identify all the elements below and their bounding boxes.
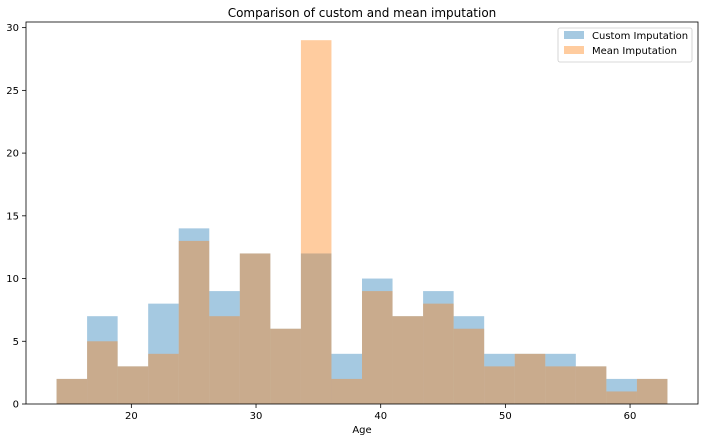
bar-custom-9 (331, 353, 362, 404)
bar-mean-15 (514, 353, 546, 404)
bar-custom-12 (423, 291, 454, 404)
bar-mean-0 (56, 378, 88, 404)
bar-custom-10 (362, 278, 393, 404)
bar-mean-16 (545, 366, 576, 404)
bar-mean-2 (117, 366, 149, 404)
bar-mean-5 (209, 316, 240, 404)
legend: Custom Imputation Mean Imputation (557, 27, 693, 63)
y-tick-label-10: 10 (6, 274, 19, 285)
x-axis-label: Age (352, 425, 371, 436)
bar-custom-16 (545, 353, 576, 404)
y-tick-label-30: 30 (6, 23, 19, 34)
bar-custom-1 (87, 316, 118, 404)
bar-mean-19 (636, 378, 668, 404)
chart-title: Comparison of custom and mean imputation (228, 6, 497, 20)
y-tick-label-25: 25 (6, 86, 19, 97)
y-axis: 0 5 10 15 20 25 30 (6, 23, 26, 411)
bar-custom-18 (606, 378, 637, 404)
bar-custom-13 (453, 316, 485, 404)
bar-mean-13 (453, 328, 485, 404)
bar-custom-4 (178, 228, 210, 404)
legend-box (557, 27, 693, 63)
bar-custom-5 (209, 291, 240, 404)
bar-mean-12 (423, 303, 454, 404)
bar-mean-17 (575, 366, 607, 404)
x-tick-label-30: 30 (250, 411, 263, 422)
y-tick-label-20: 20 (6, 149, 19, 160)
bar-custom-14 (484, 353, 515, 404)
bar-mean-4 (178, 240, 210, 404)
y-tick-label-0: 0 (13, 400, 19, 411)
legend-label-custom: Custom Imputation (592, 31, 688, 42)
x-tick-label-20: 20 (125, 411, 138, 422)
legend-swatch-custom (564, 31, 584, 39)
x-tick-label-40: 40 (374, 411, 387, 422)
bar-custom-0 (56, 378, 88, 404)
legend-swatch-mean (564, 46, 584, 54)
legend-label-mean: Mean Imputation (592, 46, 677, 57)
y-tick-label-15: 15 (6, 211, 19, 222)
bar-mean-9 (331, 378, 362, 404)
bar-custom-8 (300, 253, 332, 404)
bar-custom-2 (117, 366, 149, 404)
bar-mean-8 (300, 40, 332, 404)
plot-frame (25, 21, 699, 405)
y-tick-label-5: 5 (13, 337, 19, 348)
bar-mean-11 (392, 316, 424, 404)
bar-custom-17 (575, 366, 607, 404)
bar-custom-7 (270, 328, 301, 404)
bar-custom-3 (148, 303, 179, 404)
bar-mean-3 (148, 353, 179, 404)
x-tick-label-50: 50 (499, 411, 512, 422)
bar-mean-18 (606, 391, 637, 404)
bar-custom-11 (392, 316, 424, 404)
bar-mean-1 (87, 341, 118, 404)
bar-custom-19 (636, 378, 668, 404)
x-tick-label-60: 60 (624, 411, 637, 422)
bar-custom-15 (514, 353, 546, 404)
bar-mean-10 (362, 291, 393, 404)
bar-mean-6 (239, 253, 271, 404)
x-axis: 20 30 40 50 60 (125, 404, 636, 422)
bar-mean-14 (484, 366, 515, 404)
bar-custom-6 (239, 253, 271, 404)
bar-mean-7 (270, 328, 301, 404)
bars-layer (56, 40, 668, 404)
